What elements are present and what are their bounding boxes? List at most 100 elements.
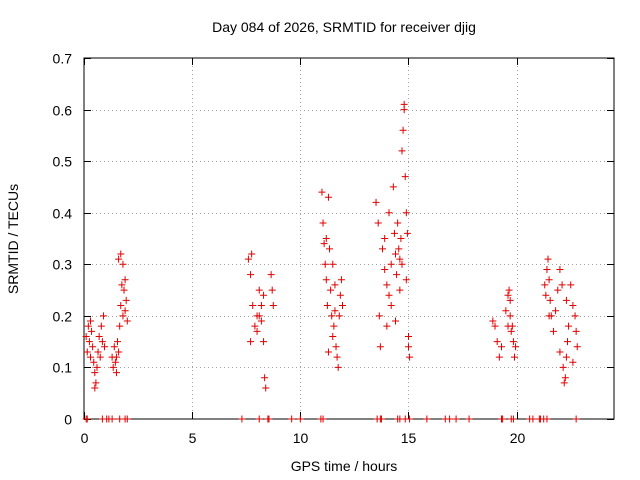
zero-data-point bbox=[406, 415, 414, 423]
data-point bbox=[396, 286, 404, 294]
zero-data-point bbox=[446, 415, 454, 423]
data-point bbox=[91, 369, 99, 377]
data-point bbox=[504, 291, 512, 299]
data-point bbox=[335, 312, 343, 320]
data-point bbox=[394, 219, 402, 227]
data-point bbox=[562, 296, 570, 304]
data-point bbox=[498, 343, 506, 351]
data-point bbox=[372, 198, 380, 206]
data-points bbox=[82, 100, 581, 423]
data-point bbox=[101, 343, 109, 351]
data-point bbox=[247, 338, 255, 346]
data-point bbox=[543, 265, 551, 273]
data-point bbox=[244, 255, 252, 263]
data-point bbox=[90, 358, 98, 366]
data-point bbox=[549, 327, 557, 335]
data-point bbox=[318, 188, 326, 196]
zero-data-point bbox=[452, 415, 460, 423]
data-point bbox=[509, 338, 517, 346]
data-point bbox=[562, 353, 570, 361]
data-point bbox=[320, 240, 328, 248]
data-point bbox=[324, 193, 332, 201]
data-point bbox=[86, 353, 94, 361]
data-point bbox=[396, 255, 404, 263]
data-point bbox=[573, 343, 581, 351]
data-point bbox=[404, 343, 412, 351]
data-point bbox=[385, 209, 393, 217]
y-tick-label: 0.6 bbox=[53, 103, 73, 119]
data-point bbox=[383, 281, 391, 289]
data-point bbox=[398, 260, 406, 268]
data-point bbox=[375, 312, 383, 320]
zero-data-point bbox=[543, 415, 551, 423]
data-point bbox=[556, 348, 564, 356]
data-point bbox=[385, 291, 393, 299]
data-point bbox=[571, 312, 579, 320]
data-point bbox=[334, 363, 342, 371]
data-point bbox=[118, 281, 126, 289]
data-point bbox=[322, 276, 330, 284]
zero-data-point bbox=[509, 415, 517, 423]
data-point bbox=[120, 286, 128, 294]
data-point bbox=[558, 281, 566, 289]
data-point bbox=[567, 281, 575, 289]
data-point bbox=[121, 276, 129, 284]
data-point bbox=[545, 312, 553, 320]
data-point bbox=[505, 286, 513, 294]
data-point bbox=[86, 317, 94, 325]
data-point bbox=[82, 332, 90, 340]
data-point bbox=[569, 358, 577, 366]
x-tick-label: 15 bbox=[401, 430, 417, 446]
data-point bbox=[376, 343, 384, 351]
data-point bbox=[84, 322, 92, 330]
data-point bbox=[110, 343, 118, 351]
data-point bbox=[491, 322, 499, 330]
data-point bbox=[333, 353, 341, 361]
data-point bbox=[88, 327, 96, 335]
data-point bbox=[336, 291, 344, 299]
data-point bbox=[323, 302, 331, 310]
x-tick-label: 20 bbox=[510, 430, 526, 446]
data-point bbox=[395, 245, 403, 253]
data-point bbox=[393, 271, 401, 279]
data-point bbox=[332, 343, 340, 351]
data-point bbox=[328, 312, 336, 320]
data-point bbox=[98, 338, 106, 346]
data-point bbox=[399, 126, 407, 134]
zero-data-point bbox=[319, 415, 327, 423]
data-point bbox=[92, 379, 100, 387]
data-point bbox=[556, 265, 564, 273]
y-tick-label: 0.7 bbox=[53, 51, 73, 67]
data-point bbox=[115, 255, 123, 263]
data-point bbox=[383, 322, 391, 330]
data-point bbox=[495, 353, 503, 361]
zero-data-point bbox=[499, 415, 507, 423]
data-point bbox=[99, 312, 107, 320]
zero-data-point bbox=[108, 415, 116, 423]
data-point bbox=[493, 338, 501, 346]
data-point bbox=[552, 307, 560, 315]
data-point bbox=[324, 348, 332, 356]
data-point bbox=[390, 229, 398, 237]
data-point bbox=[387, 302, 395, 310]
data-point bbox=[329, 332, 337, 340]
data-point bbox=[504, 322, 512, 330]
data-point bbox=[392, 250, 400, 258]
data-point bbox=[85, 338, 93, 346]
data-point bbox=[267, 271, 275, 279]
data-point bbox=[331, 281, 339, 289]
zero-data-point bbox=[288, 415, 296, 423]
data-point bbox=[115, 348, 123, 356]
data-point bbox=[506, 312, 514, 320]
data-point bbox=[112, 369, 120, 377]
x-axis-label: GPS time / hours bbox=[291, 458, 398, 474]
data-point bbox=[572, 327, 580, 335]
zero-data-point bbox=[423, 415, 431, 423]
data-point bbox=[255, 312, 263, 320]
data-point bbox=[97, 322, 105, 330]
y-tick-label: 0.2 bbox=[53, 309, 73, 325]
data-point bbox=[260, 338, 268, 346]
data-point bbox=[329, 260, 337, 268]
data-point bbox=[546, 296, 554, 304]
zero-data-point bbox=[238, 415, 246, 423]
